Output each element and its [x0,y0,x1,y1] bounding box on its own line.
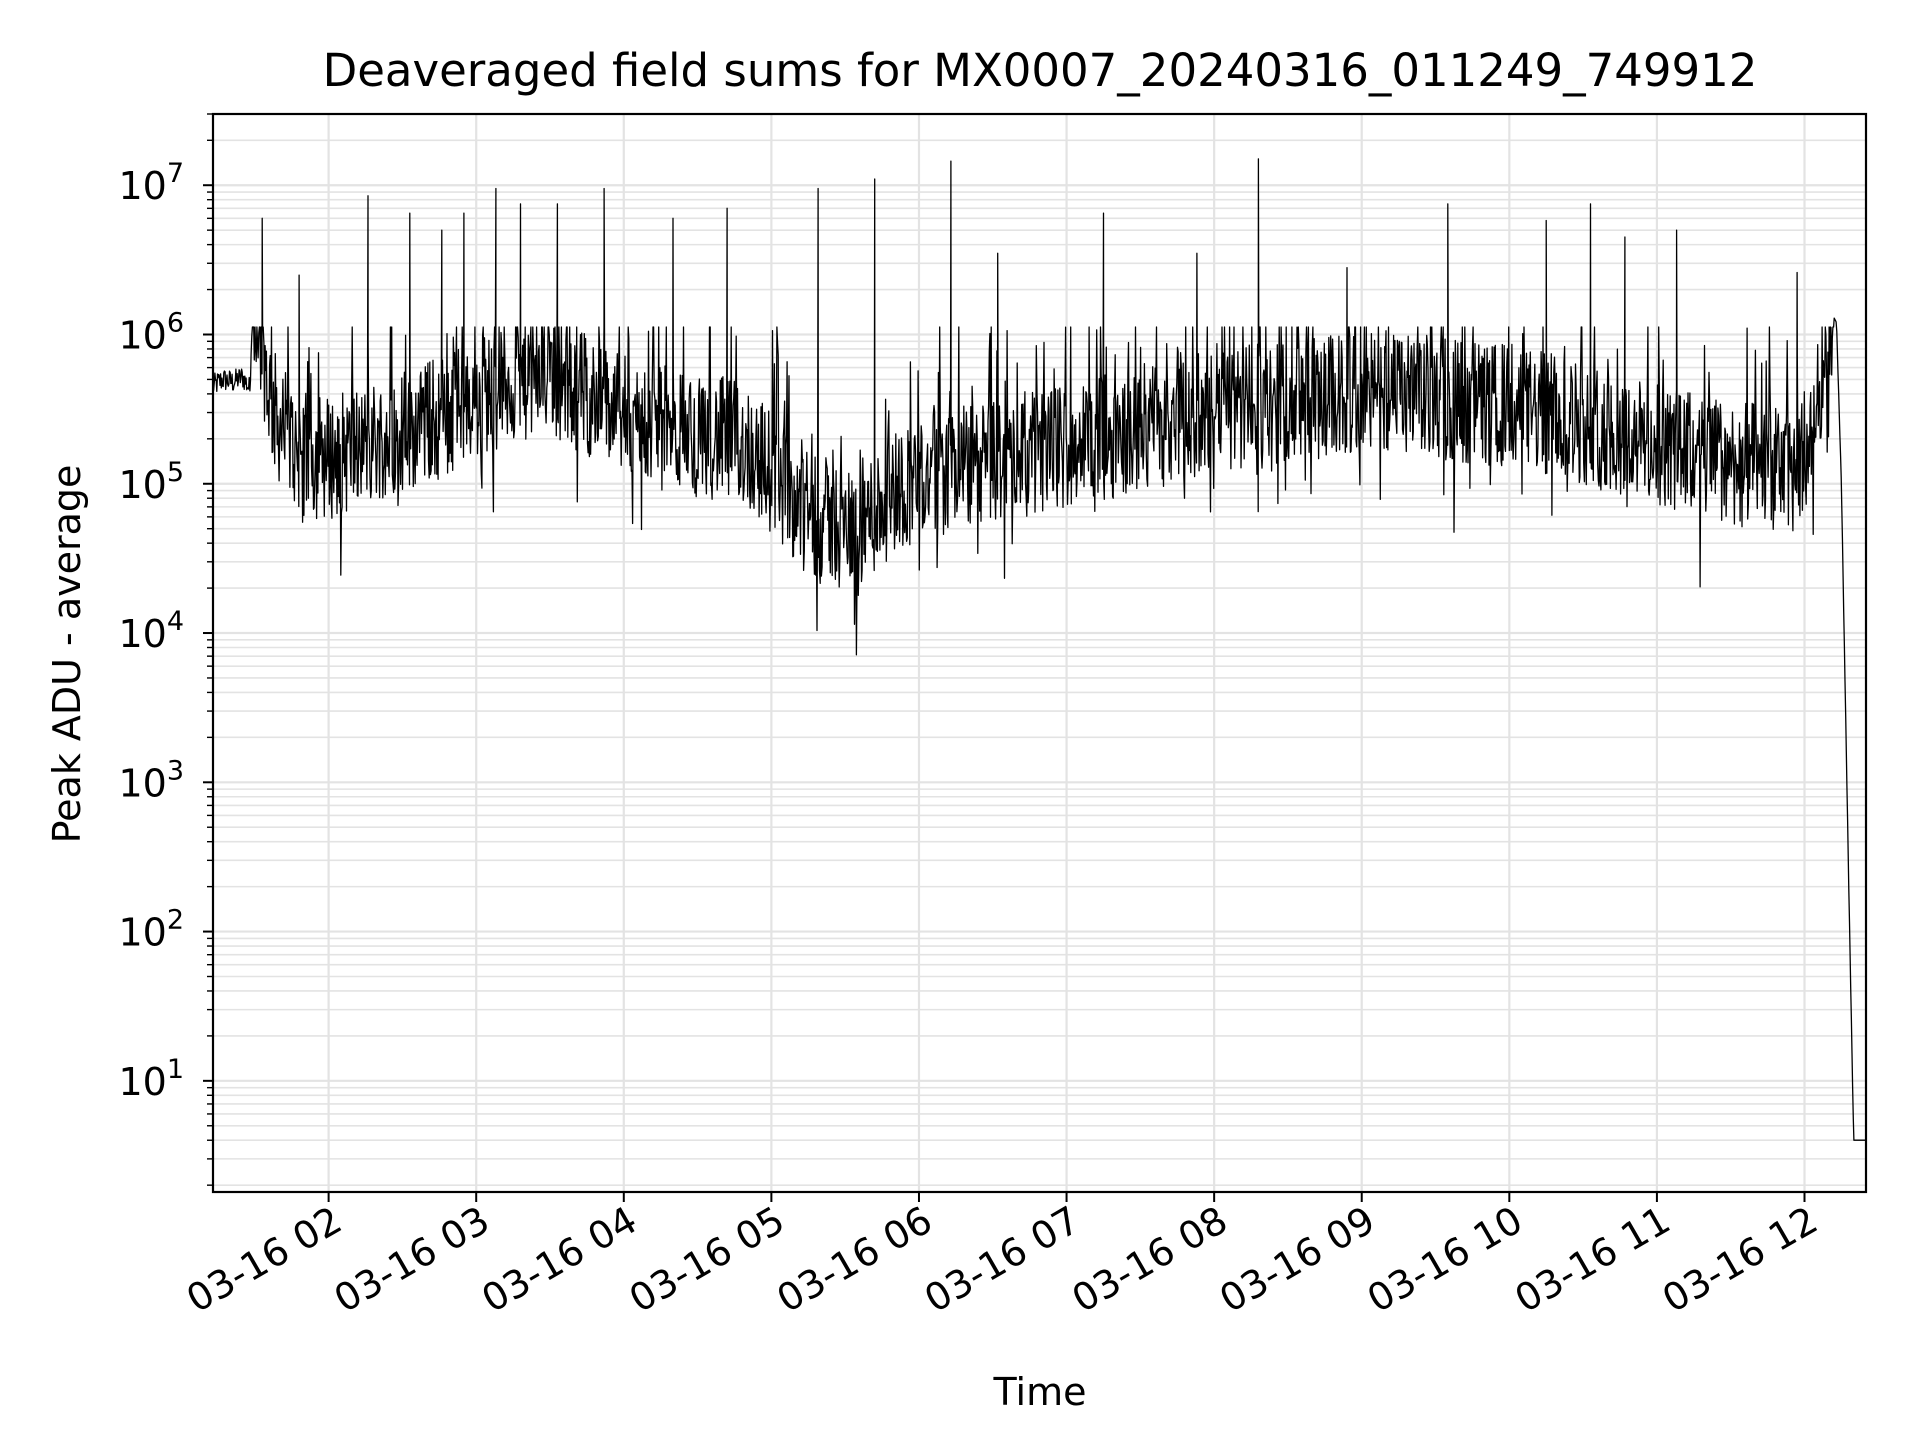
y-tick-label-base: 10 [118,463,166,507]
y-axis-label: Peak ADU - average [45,465,89,844]
y-tick-label-base: 10 [118,612,166,656]
y-tick-label-exponent: 5 [167,457,184,488]
y-tick-label-exponent: 7 [167,158,184,189]
y-tick-label-base: 10 [118,761,166,805]
y-tick-label-exponent: 2 [167,905,184,936]
y-tick-label: 106 [118,307,184,357]
y-tick-label: 107 [118,158,184,208]
grid-lines [213,113,1866,1192]
y-tick-label-exponent: 4 [167,606,184,637]
y-tick-label-exponent: 3 [167,755,184,786]
y-tick-label: 105 [118,457,184,507]
y-tick-label-exponent: 1 [167,1054,184,1085]
x-axis-label: Time [993,1370,1087,1414]
y-tick-label: 101 [118,1054,184,1104]
y-tick-label-base: 10 [118,313,166,357]
y-tick-label: 104 [118,606,184,656]
y-tick-label-base: 10 [118,911,166,955]
plot-frame [211,112,1868,1194]
plot-area [212,158,1867,1141]
y-tick-label-exponent: 6 [167,307,184,338]
y-tick-label-base: 10 [118,164,166,208]
chart-title: Deaveraged field sums for MX0007_2024031… [323,44,1758,97]
y-tick-label: 103 [118,755,184,805]
y-tick-label: 102 [118,905,184,955]
y-tick-label-base: 10 [118,1060,166,1104]
data-series-line [212,158,1867,1141]
